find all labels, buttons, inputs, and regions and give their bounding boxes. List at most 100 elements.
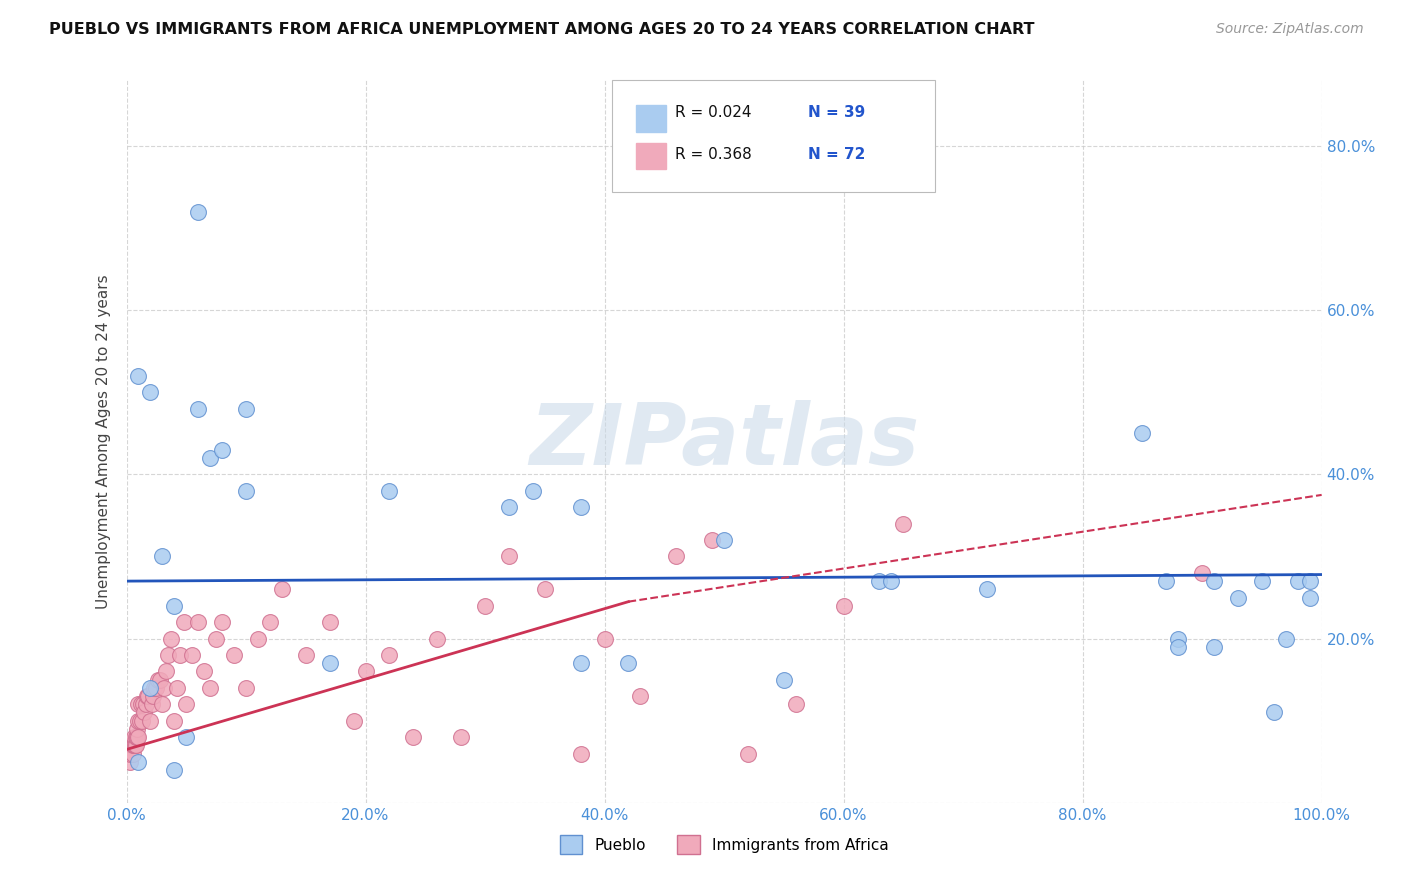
Point	[569, 747, 592, 761]
Text: R = 0.368: R = 0.368	[675, 147, 752, 161]
Point	[128, 714, 150, 728]
Text: Source: ZipAtlas.com: Source: ZipAtlas.com	[1216, 22, 1364, 37]
Point	[125, 730, 148, 744]
Point	[1286, 574, 1309, 588]
Point	[139, 681, 162, 695]
Point	[163, 763, 186, 777]
Point	[1191, 566, 1213, 580]
Point	[773, 673, 796, 687]
Point	[1298, 574, 1320, 588]
Point	[142, 689, 165, 703]
Point	[235, 401, 257, 416]
Point	[1202, 574, 1225, 588]
Point	[181, 648, 204, 662]
Point	[270, 582, 294, 597]
Point	[149, 673, 172, 687]
Point	[155, 665, 177, 679]
Point	[143, 681, 166, 695]
Point	[174, 730, 197, 744]
Point	[378, 648, 401, 662]
Text: N = 72: N = 72	[808, 147, 866, 161]
Point	[498, 549, 520, 564]
Text: ZIPatlas: ZIPatlas	[529, 400, 920, 483]
Point	[533, 582, 555, 597]
Point	[1250, 574, 1272, 588]
Point	[166, 681, 188, 695]
Point	[402, 730, 425, 744]
Point	[139, 385, 162, 400]
Point	[135, 689, 157, 703]
Point	[378, 483, 401, 498]
Point	[891, 516, 914, 531]
Point	[832, 599, 855, 613]
Point	[135, 698, 157, 712]
Point	[700, 533, 723, 547]
Point	[1202, 640, 1225, 654]
Point	[129, 698, 152, 712]
Point	[136, 689, 159, 703]
Text: R = 0.024: R = 0.024	[675, 105, 751, 120]
Point	[343, 714, 366, 728]
Point	[187, 204, 209, 219]
Point	[294, 648, 316, 662]
Point	[1263, 706, 1285, 720]
Point	[122, 739, 145, 753]
Point	[569, 500, 592, 515]
Point	[593, 632, 616, 646]
Point	[134, 706, 156, 720]
Point	[1167, 632, 1189, 646]
Point	[159, 632, 181, 646]
Point	[127, 755, 149, 769]
Text: PUEBLO VS IMMIGRANTS FROM AFRICA UNEMPLOYMENT AMONG AGES 20 TO 24 YEARS CORRELAT: PUEBLO VS IMMIGRANTS FROM AFRICA UNEMPLO…	[49, 22, 1035, 37]
Point	[127, 368, 149, 383]
Point	[450, 730, 472, 744]
Point	[665, 549, 688, 564]
Point	[163, 714, 186, 728]
Point	[174, 698, 197, 712]
Point	[1167, 640, 1189, 654]
Point	[150, 698, 174, 712]
Point	[127, 714, 149, 728]
Point	[318, 657, 342, 671]
Point	[127, 698, 149, 712]
Point	[569, 657, 592, 671]
Point	[200, 450, 222, 465]
Point	[124, 739, 146, 753]
Point	[127, 722, 149, 736]
Point	[141, 698, 163, 712]
Point	[139, 714, 162, 728]
Point	[132, 698, 155, 712]
Point	[193, 665, 215, 679]
Point	[1274, 632, 1296, 646]
Point	[152, 681, 174, 695]
Point	[120, 747, 142, 761]
Point	[205, 632, 228, 646]
Point	[187, 615, 209, 630]
Point	[122, 730, 145, 744]
Point	[131, 714, 153, 728]
Point	[150, 549, 174, 564]
Text: N = 39: N = 39	[808, 105, 866, 120]
Point	[157, 648, 180, 662]
Point	[121, 739, 143, 753]
Point	[200, 681, 222, 695]
Point	[628, 689, 651, 703]
Point	[737, 747, 759, 761]
Point	[211, 615, 233, 630]
Point	[617, 657, 640, 671]
Point	[868, 574, 891, 588]
Y-axis label: Unemployment Among Ages 20 to 24 years: Unemployment Among Ages 20 to 24 years	[96, 274, 111, 609]
Point	[247, 632, 270, 646]
Point	[125, 739, 148, 753]
Point	[145, 681, 167, 695]
Point	[1226, 591, 1249, 605]
Point	[474, 599, 496, 613]
Point	[713, 533, 735, 547]
Point	[785, 698, 807, 712]
Point	[120, 755, 142, 769]
Point	[880, 574, 903, 588]
Point	[522, 483, 544, 498]
Point	[187, 401, 209, 416]
Point	[1298, 591, 1320, 605]
Legend: Pueblo, Immigrants from Africa: Pueblo, Immigrants from Africa	[554, 830, 894, 860]
